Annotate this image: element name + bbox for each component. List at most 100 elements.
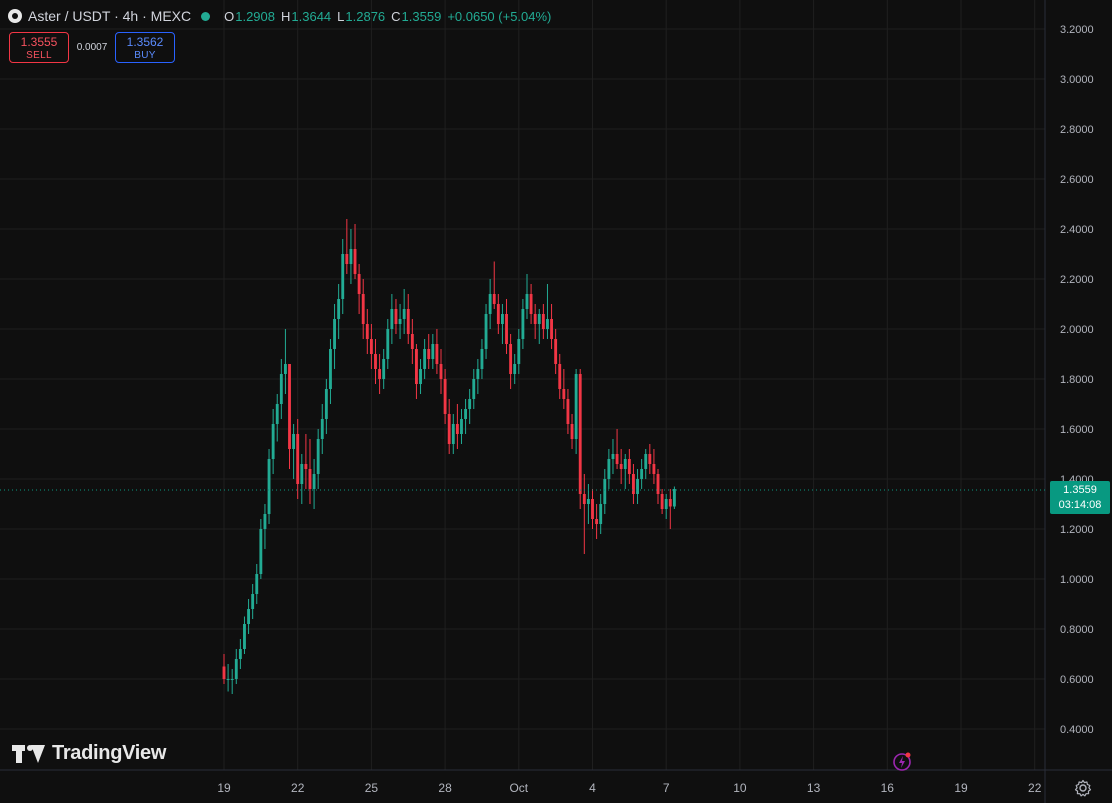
buy-button[interactable]: 1.3562 BUY — [115, 32, 175, 63]
candle-body — [570, 424, 574, 439]
candle-body — [488, 294, 492, 314]
trade-buttons: 1.3555 SELL 0.0007 1.3562 BUY — [9, 32, 175, 63]
candle-body — [472, 379, 476, 399]
candle-body — [611, 454, 615, 459]
candle-body — [378, 369, 382, 379]
candle-body — [394, 309, 398, 324]
candle-body — [644, 454, 648, 469]
market-status-icon[interactable] — [201, 11, 211, 21]
time-tick-label: 19 — [954, 781, 968, 795]
candle-body — [586, 499, 590, 504]
candle-body — [259, 529, 263, 574]
candle-body — [455, 424, 459, 434]
price-tick-label: 2.4000 — [1060, 224, 1094, 236]
candle-body — [599, 504, 603, 524]
time-tick-label: 7 — [663, 781, 670, 795]
price-axis[interactable]: 3.2000 3.0000 2.8000 2.6000 2.4000 2.2000 2.00… — [1060, 24, 1094, 736]
candle-body — [558, 364, 562, 389]
tradingview-mark-icon — [12, 744, 46, 763]
sell-button[interactable]: 1.3555 SELL — [9, 32, 69, 63]
candle-body — [247, 609, 250, 624]
price-tick-label: 0.8000 — [1060, 624, 1094, 636]
candle-body — [369, 339, 373, 354]
time-tick-label: 19 — [217, 781, 231, 795]
candle-body — [316, 439, 320, 474]
candle-body — [267, 459, 271, 514]
candle-body — [234, 659, 238, 679]
low-label: L — [337, 8, 345, 24]
candle-body — [296, 434, 300, 484]
candle-body — [652, 464, 656, 474]
price-tick-label: 3.0000 — [1060, 74, 1094, 86]
time-tick-label: 22 — [1028, 781, 1042, 795]
price-tick-label: 2.0000 — [1060, 324, 1094, 336]
candle-body — [623, 459, 627, 469]
buy-label: BUY — [134, 50, 156, 61]
candle-body — [230, 679, 234, 680]
time-tick-label: 25 — [365, 781, 379, 795]
candle-body — [365, 324, 369, 339]
candle-body — [595, 519, 599, 524]
candle-body — [398, 319, 402, 324]
candle-body — [660, 494, 664, 509]
candle-body — [406, 309, 410, 334]
last-price-tag: 1.3559 03:14:08 — [1050, 481, 1110, 514]
candle-body — [324, 389, 328, 419]
time-tick-label: 10 — [733, 781, 747, 795]
candle-body — [480, 349, 484, 369]
candle-body — [279, 374, 283, 404]
candle-body — [333, 319, 336, 349]
candle-body — [447, 414, 451, 444]
candle-body — [517, 339, 521, 364]
candle-body — [636, 479, 639, 494]
time-tick-label: 16 — [881, 781, 895, 795]
candle-body — [312, 474, 316, 489]
candle-body — [537, 314, 541, 324]
close-label: C — [391, 8, 401, 24]
candle-body — [664, 499, 668, 509]
candle-body — [533, 314, 537, 324]
candle-body — [263, 514, 267, 529]
candle-body — [640, 469, 644, 479]
sell-price: 1.3555 — [20, 35, 58, 49]
candle-body — [423, 349, 427, 369]
candle-body — [550, 319, 553, 339]
candle-body — [656, 474, 660, 494]
candle-body — [509, 344, 513, 374]
candle-body — [243, 624, 246, 649]
candle-body — [460, 419, 463, 434]
time-axis[interactable]: 19 22 25 28 Oct 4 7 10 13 16 19 22 — [217, 781, 1041, 795]
gear-icon[interactable] — [1074, 779, 1092, 797]
candle-body — [308, 469, 312, 489]
candle-body — [374, 354, 377, 369]
lightning-icon[interactable] — [892, 751, 912, 771]
time-tick-label: 4 — [589, 781, 596, 795]
candle-body — [582, 494, 586, 504]
candle-body — [283, 364, 287, 374]
candle-body — [607, 459, 611, 479]
price-tick-label: 1.6000 — [1060, 424, 1094, 436]
candle-body — [386, 329, 390, 359]
candle-body — [419, 369, 422, 384]
candle-body — [505, 314, 508, 344]
candle-body — [500, 314, 504, 324]
symbol-title[interactable]: Aster / USDT · 4h · MEXC — [28, 8, 192, 24]
candle-body — [349, 249, 353, 264]
candle-body — [648, 454, 652, 464]
time-tick-label: 28 — [438, 781, 452, 795]
candle-body — [566, 399, 570, 424]
price-tick-label: 0.4000 — [1060, 724, 1094, 736]
spread-value: 0.0007 — [76, 42, 108, 53]
candle-body — [619, 464, 623, 469]
candles-layer — [222, 219, 676, 694]
low-value: 1.2876 — [345, 8, 386, 24]
candle-body — [632, 474, 635, 494]
tradingview-logo[interactable]: TradingView — [12, 742, 166, 765]
sell-label: SELL — [26, 50, 52, 61]
price-tick-label: 3.2000 — [1060, 24, 1094, 36]
candle-body — [627, 459, 631, 474]
candle-body — [382, 359, 386, 379]
open-label: O — [224, 8, 235, 24]
